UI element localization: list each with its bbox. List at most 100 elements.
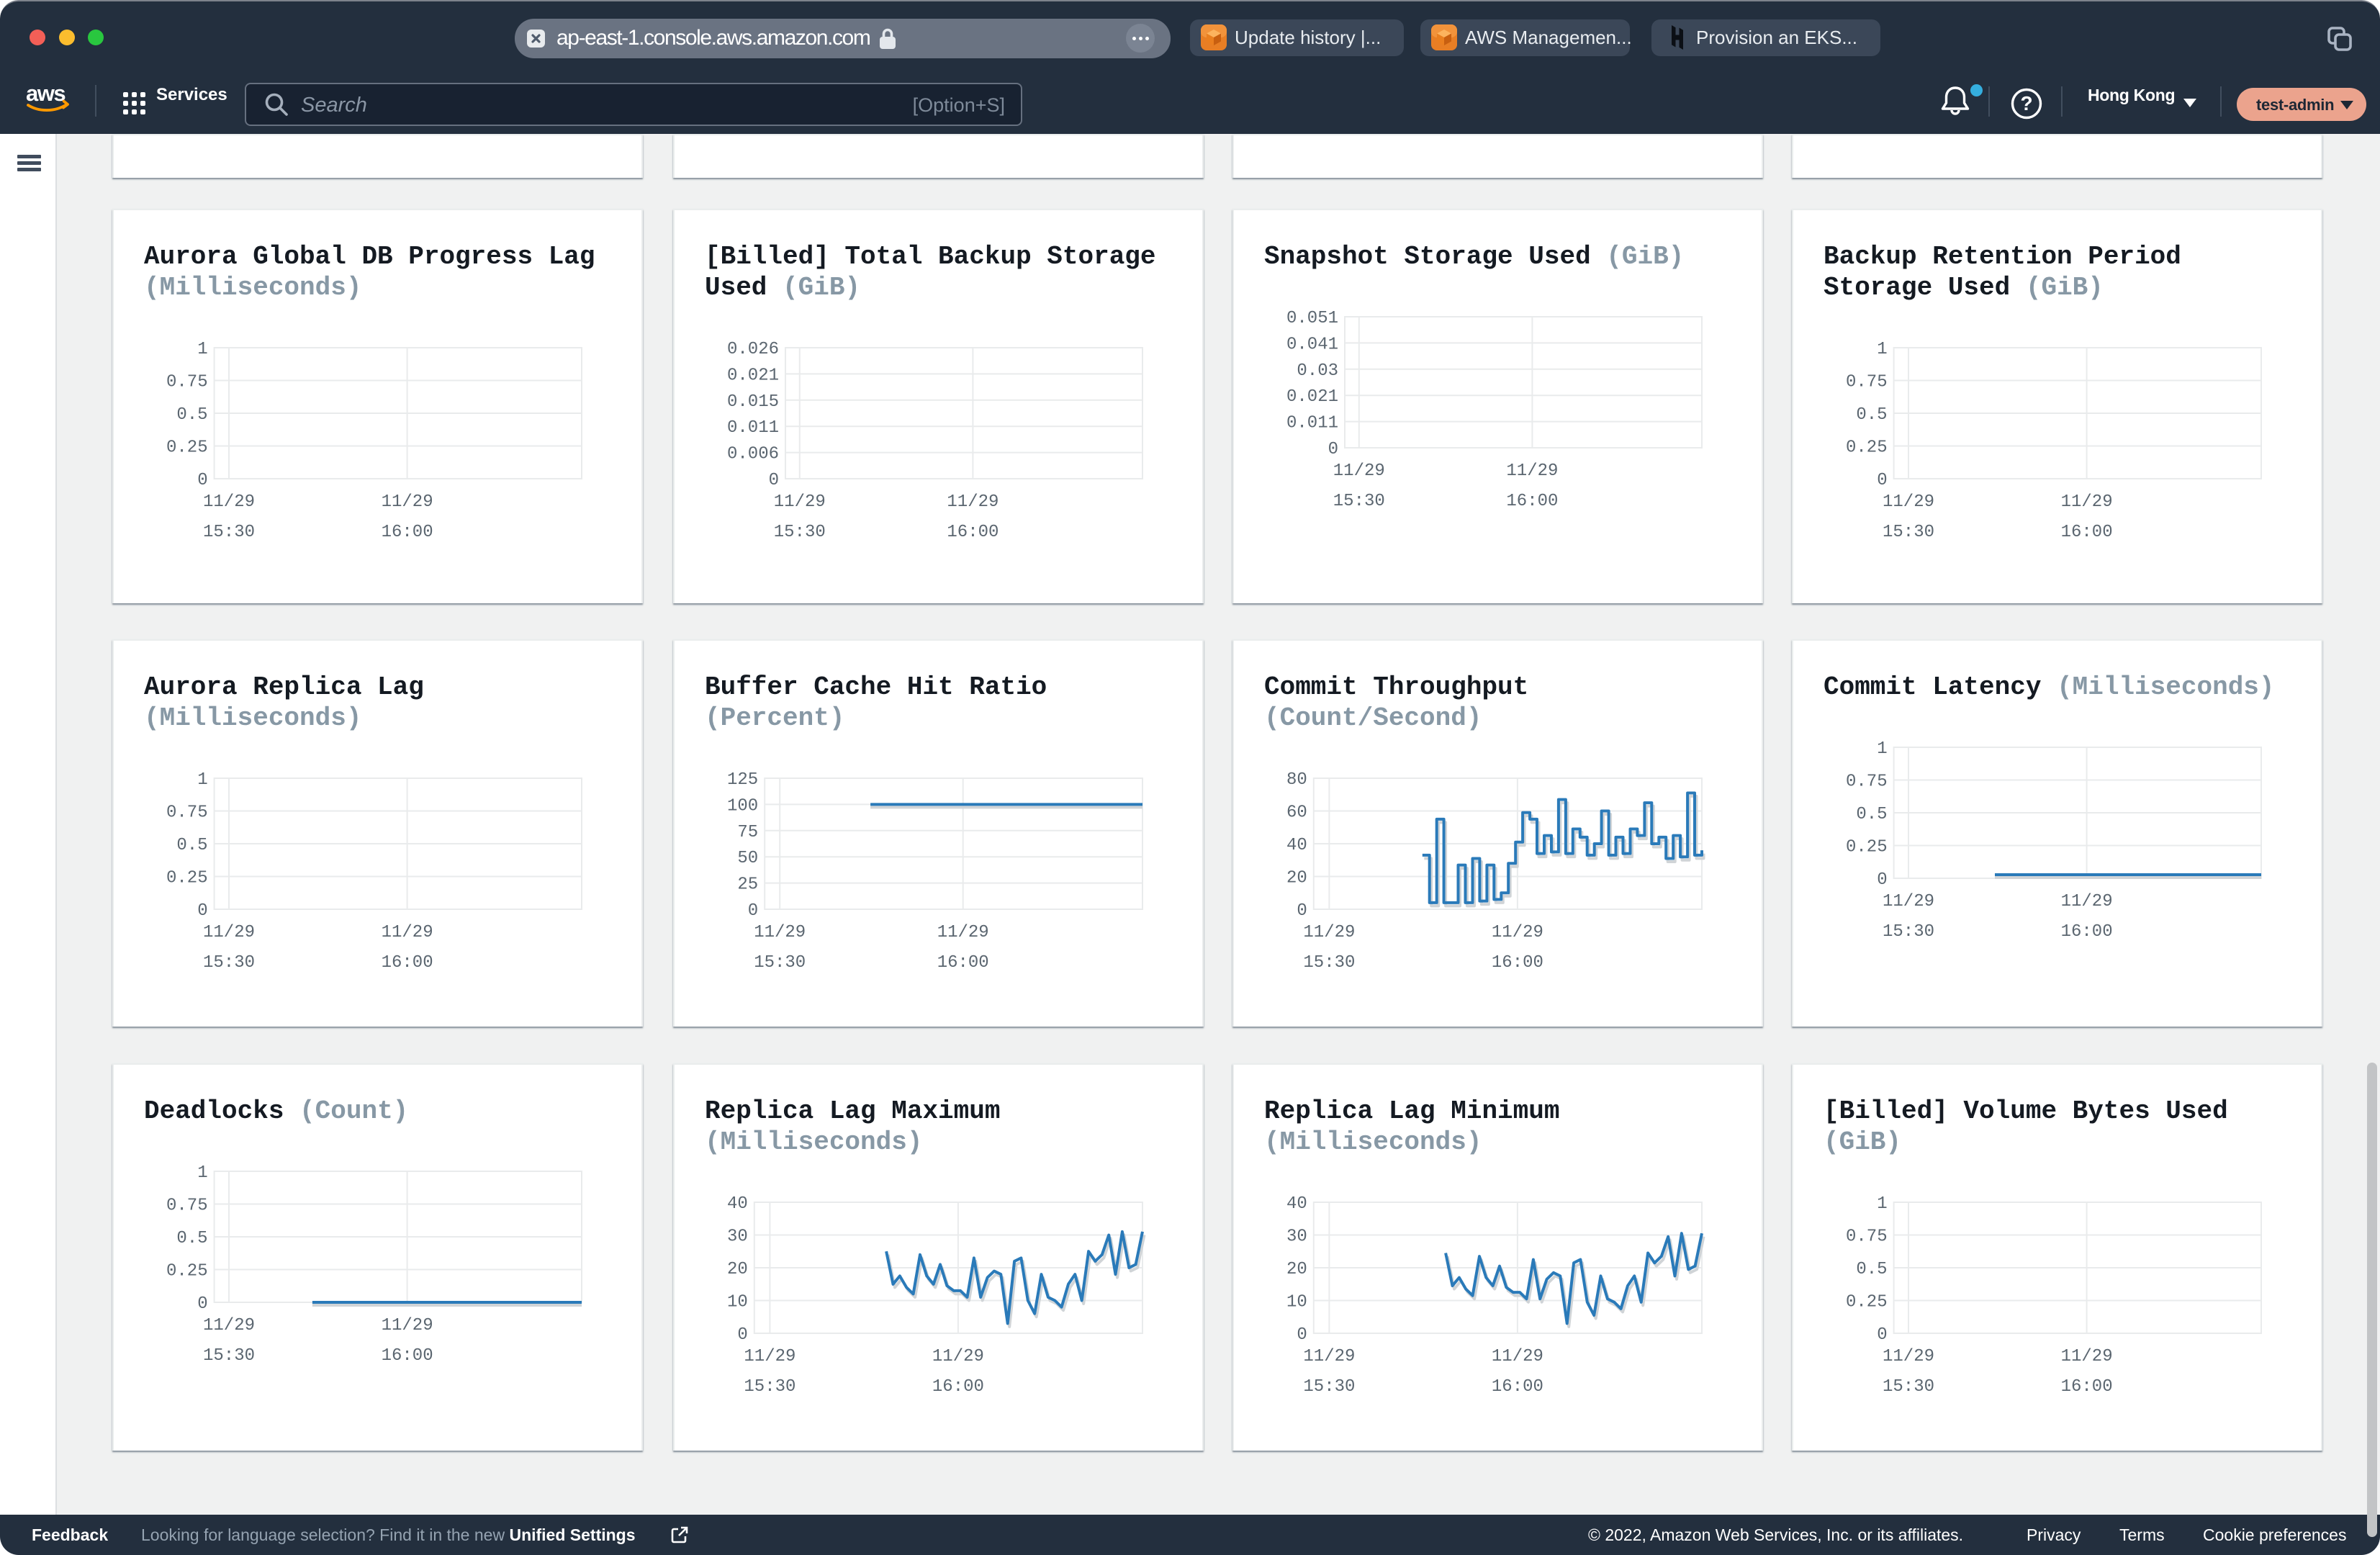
- svg-text:1: 1: [197, 340, 207, 359]
- svg-text:11/29: 11/29: [203, 1316, 255, 1335]
- svg-text:40: 40: [1286, 836, 1307, 855]
- svg-text:0.75: 0.75: [1846, 772, 1888, 792]
- svg-text:11/29: 11/29: [203, 923, 255, 942]
- svg-text:Replica Lag Minimum: Replica Lag Minimum: [1264, 1096, 1559, 1126]
- svg-text:40: 40: [727, 1194, 748, 1214]
- svg-text:125: 125: [727, 770, 758, 790]
- svg-text:1: 1: [1877, 739, 1887, 759]
- svg-text:16:00: 16:00: [2061, 922, 2113, 942]
- svg-text:15:30: 15:30: [1883, 523, 1934, 542]
- svg-text:Backup Retention Period: Backup Retention Period: [1824, 242, 2181, 271]
- svg-text:15:30: 15:30: [1303, 1377, 1355, 1397]
- svg-text:11/29: 11/29: [1303, 923, 1355, 942]
- svg-text:16:00: 16:00: [937, 953, 989, 973]
- svg-text:Aurora Replica Lag: Aurora Replica Lag: [144, 672, 424, 702]
- svg-text:0.5: 0.5: [1856, 805, 1887, 824]
- svg-text:0.5: 0.5: [176, 836, 207, 855]
- svg-text:20: 20: [727, 1260, 748, 1279]
- svg-text:15:30: 15:30: [744, 1377, 795, 1397]
- svg-text:40: 40: [1286, 1194, 1307, 1214]
- svg-text:0.5: 0.5: [1856, 405, 1887, 425]
- svg-text:16:00: 16:00: [1492, 1377, 1543, 1397]
- svg-text:(GiB): (GiB): [1824, 1127, 1901, 1157]
- svg-text:11/29: 11/29: [1506, 461, 1558, 481]
- svg-text:0: 0: [197, 1294, 207, 1314]
- svg-text:11/29: 11/29: [2061, 1347, 2113, 1366]
- svg-text:0.75: 0.75: [1846, 1227, 1888, 1247]
- svg-text:(Milliseconds): (Milliseconds): [1264, 1127, 1482, 1157]
- svg-text:50: 50: [737, 849, 758, 868]
- svg-text:[Billed] Total Backup Storage: [Billed] Total Backup Storage: [705, 242, 1156, 271]
- svg-text:[Billed] Volume Bytes Used: [Billed] Volume Bytes Used: [1824, 1096, 2228, 1126]
- svg-text:0: 0: [1877, 471, 1887, 490]
- svg-text:0.5: 0.5: [176, 1229, 207, 1248]
- svg-text:16:00: 16:00: [1506, 492, 1558, 511]
- svg-text:15:30: 15:30: [203, 1346, 255, 1366]
- svg-text:0.015: 0.015: [727, 392, 779, 412]
- svg-text:Deadlocks (Count): Deadlocks (Count): [144, 1096, 408, 1126]
- svg-text:16:00: 16:00: [382, 953, 433, 973]
- svg-text:0.75: 0.75: [1846, 373, 1888, 392]
- svg-text:0.75: 0.75: [166, 803, 208, 823]
- svg-text:11/29: 11/29: [937, 923, 989, 942]
- svg-text:15:30: 15:30: [774, 523, 826, 542]
- svg-text:11/29: 11/29: [1303, 1347, 1355, 1366]
- svg-text:1: 1: [1877, 1194, 1887, 1214]
- svg-text:15:30: 15:30: [1333, 492, 1385, 511]
- svg-text:0.021: 0.021: [1286, 387, 1338, 407]
- svg-text:20: 20: [1286, 869, 1307, 888]
- svg-text:0: 0: [197, 901, 207, 921]
- svg-text:0: 0: [197, 471, 207, 490]
- svg-text:10: 10: [727, 1293, 748, 1312]
- svg-text:1: 1: [197, 770, 207, 790]
- svg-text:11/29: 11/29: [382, 492, 433, 512]
- svg-text:0.5: 0.5: [1856, 1260, 1887, 1279]
- svg-text:0: 0: [1297, 901, 1307, 921]
- svg-text:0.25: 0.25: [166, 1262, 208, 1281]
- svg-text:0.25: 0.25: [1846, 838, 1888, 857]
- svg-text:0.25: 0.25: [1846, 1293, 1888, 1312]
- svg-text:0.25: 0.25: [166, 869, 208, 888]
- svg-text:?: ?: [2020, 92, 2032, 114]
- svg-text:15:30: 15:30: [754, 953, 806, 973]
- svg-text:0.051: 0.051: [1286, 309, 1338, 328]
- svg-text:Commit Latency (Milliseconds): Commit Latency (Milliseconds): [1824, 672, 2275, 702]
- svg-text:(Milliseconds): (Milliseconds): [144, 703, 361, 733]
- svg-text:(Percent): (Percent): [705, 703, 844, 733]
- svg-text:11/29: 11/29: [744, 1347, 795, 1366]
- svg-text:0: 0: [1877, 1325, 1887, 1345]
- svg-text:0.75: 0.75: [166, 1196, 208, 1216]
- svg-text:11/29: 11/29: [1492, 1347, 1543, 1366]
- svg-text:11/29: 11/29: [1333, 461, 1385, 481]
- svg-text:(Milliseconds): (Milliseconds): [144, 273, 361, 302]
- svg-text:11/29: 11/29: [1883, 1347, 1934, 1366]
- svg-text:16:00: 16:00: [947, 523, 999, 542]
- svg-text:0.011: 0.011: [727, 418, 779, 438]
- svg-text:30: 30: [1286, 1227, 1307, 1247]
- svg-text:aws: aws: [26, 81, 65, 106]
- svg-text:16:00: 16:00: [2061, 1377, 2113, 1397]
- svg-text:11/29: 11/29: [1883, 492, 1934, 512]
- svg-text:11/29: 11/29: [2061, 492, 2113, 512]
- svg-text:16:00: 16:00: [382, 523, 433, 542]
- svg-text:100: 100: [727, 796, 758, 816]
- svg-text:0.041: 0.041: [1286, 335, 1338, 354]
- svg-text:11/29: 11/29: [203, 492, 255, 512]
- svg-text:16:00: 16:00: [1492, 953, 1543, 973]
- svg-text:Used (GiB): Used (GiB): [705, 273, 860, 302]
- svg-text:Buffer Cache Hit Ratio: Buffer Cache Hit Ratio: [705, 672, 1047, 702]
- svg-text:25: 25: [737, 875, 758, 895]
- svg-text:16:00: 16:00: [382, 1346, 433, 1366]
- svg-text:0.25: 0.25: [1846, 438, 1888, 458]
- svg-text:16:00: 16:00: [2061, 523, 2113, 542]
- svg-text:0: 0: [1328, 440, 1338, 459]
- svg-text:80: 80: [1286, 770, 1307, 790]
- svg-text:0.021: 0.021: [727, 366, 779, 385]
- svg-text:0: 0: [769, 471, 779, 490]
- svg-text:10: 10: [1286, 1293, 1307, 1312]
- svg-text:20: 20: [1286, 1260, 1307, 1279]
- svg-text:15:30: 15:30: [203, 953, 255, 973]
- svg-text:11/29: 11/29: [382, 923, 433, 942]
- svg-text:0: 0: [1877, 870, 1887, 890]
- svg-text:0: 0: [737, 1325, 747, 1345]
